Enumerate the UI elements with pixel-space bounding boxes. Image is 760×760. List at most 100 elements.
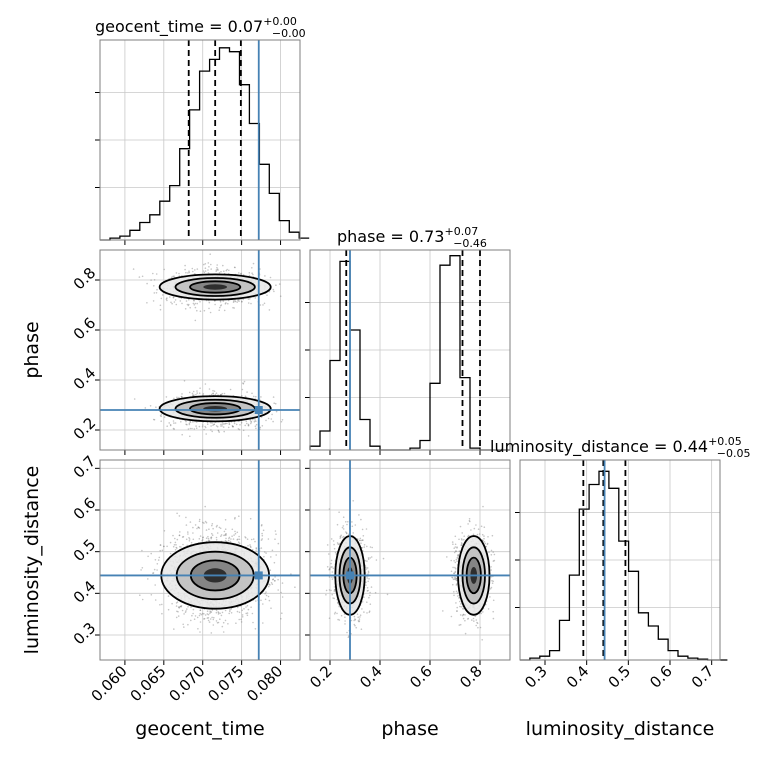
scatter-geocent-time-vs-luminosity-distance-point (272, 578, 275, 580)
scatter-geocent-time-vs-luminosity-distance-point (240, 621, 243, 623)
scatter-geocent-time-vs-luminosity-distance-point (280, 591, 282, 594)
scatter-geocent-time-vs-luminosity-distance-point (245, 606, 247, 608)
scatter-geocent-time-vs-phase-point (132, 268, 135, 270)
scatter-geocent-time-vs-luminosity-distance-point (262, 529, 265, 532)
scatter-geocent-time-vs-luminosity-distance-point (233, 534, 235, 536)
scatter-geocent-time-vs-phase-point (213, 423, 215, 426)
scatter-geocent-time-vs-phase-point (204, 267, 207, 270)
scatter-geocent-time-vs-phase-point (194, 269, 196, 271)
scatter-geocent-time-vs-phase-point (153, 418, 156, 421)
scatter-geocent-time-vs-phase-point (214, 393, 217, 396)
scatter-phase-vs-luminosity-distance-point (353, 623, 356, 626)
scatter-phase-vs-luminosity-distance-point (338, 543, 341, 546)
scatter-geocent-time-vs-phase-point (223, 430, 225, 433)
scatter-geocent-time-vs-phase-point (228, 423, 231, 425)
scatter-geocent-time-vs-phase-point (218, 431, 220, 433)
scatter-phase-vs-luminosity-distance-point (339, 535, 342, 538)
scatter-geocent-time-vs-phase-point (150, 279, 152, 281)
scatter-geocent-time-vs-phase-point (231, 425, 234, 427)
scatter-phase-vs-luminosity-distance-point (354, 619, 357, 621)
scatter-geocent-time-vs-luminosity-distance-point (185, 516, 187, 519)
scatter-phase-vs-luminosity-distance-point (492, 551, 495, 553)
scatter-geocent-time-vs-luminosity-distance-point (175, 605, 178, 607)
scatter-phase-vs-luminosity-distance-point (472, 533, 475, 536)
scatter-geocent-time-vs-phase-point (173, 275, 175, 278)
scatter-geocent-time-vs-phase-point (188, 422, 191, 425)
scatter-geocent-time-vs-phase-point (188, 298, 190, 301)
scatter-geocent-time-vs-phase-point (279, 295, 282, 298)
scatter-geocent-time-vs-luminosity-distance-point (207, 535, 209, 538)
scatter-geocent-time-vs-phase-point (172, 296, 175, 299)
scatter-geocent-time-vs-phase-point (176, 396, 178, 399)
scatter-geocent-time-vs-phase-point (208, 388, 211, 390)
scatter-phase-vs-luminosity-distance-point (455, 558, 458, 561)
scatter-phase-vs-luminosity-distance-point (352, 500, 355, 502)
scatter-geocent-time-vs-phase-point (215, 425, 218, 427)
scatter-phase-vs-luminosity-distance-point (342, 516, 345, 518)
scatter-phase-vs-luminosity-distance-point (368, 578, 370, 580)
scatter-geocent-time-vs-phase-point (160, 415, 162, 418)
scatter-phase-vs-luminosity-distance-point (344, 616, 346, 618)
scatter-geocent-time-vs-phase-point (210, 268, 212, 270)
scatter-geocent-time-vs-phase-point (247, 435, 250, 437)
scatter-geocent-time-vs-phase-point (212, 424, 214, 427)
scatter-phase-vs-luminosity-distance-point (486, 542, 489, 545)
scatter-geocent-time-vs-phase-point (165, 298, 168, 300)
scatter-geocent-time-vs-luminosity-distance-point (219, 527, 222, 530)
scatter-geocent-time-vs-phase-point (270, 418, 273, 420)
scatter-geocent-time-vs-phase-point (209, 311, 212, 314)
scatter-geocent-time-vs-phase-point (184, 264, 186, 267)
scatter-geocent-time-vs-luminosity-distance-point (238, 618, 240, 621)
scatter-phase-vs-luminosity-distance-point (354, 618, 356, 620)
scatter-geocent-time-vs-luminosity-distance-point (173, 628, 175, 630)
scatter-phase-vs-luminosity-distance-point (360, 628, 363, 630)
scatter-geocent-time-vs-luminosity-distance-point (175, 546, 177, 549)
scatter-phase-vs-luminosity-distance-point (333, 547, 336, 550)
scatter-geocent-time-vs-luminosity-distance-point (196, 616, 199, 619)
scatter-geocent-time-vs-luminosity-distance-point (159, 604, 161, 606)
scatter-phase-vs-luminosity-distance-point (453, 572, 456, 575)
scatter-phase-vs-luminosity-distance-point (464, 614, 466, 616)
scatter-geocent-time-vs-luminosity-distance-point (154, 584, 156, 586)
scatter-phase-vs-luminosity-distance-point (361, 601, 364, 603)
scatter-phase-vs-luminosity-distance-point (487, 608, 490, 610)
scatter-geocent-time-vs-luminosity-distance-point (238, 515, 240, 517)
scatter-geocent-time-vs-luminosity-distance-point (215, 620, 218, 622)
scatter-geocent-time-vs-luminosity-distance-point (188, 537, 190, 539)
scatter-geocent-time-vs-phase-point (203, 428, 205, 431)
scatter-geocent-time-vs-phase-point (153, 279, 156, 281)
scatter-geocent-time-vs-luminosity-distance-point (228, 537, 230, 540)
scatter-geocent-time-vs-luminosity-distance-point (190, 606, 192, 608)
scatter-geocent-time-vs-phase-point (203, 309, 206, 312)
scatter-geocent-time-vs-phase-point (278, 283, 281, 285)
scatter-phase-vs-luminosity-distance-point (369, 594, 371, 597)
scatter-geocent-time-vs-luminosity-distance-point (246, 612, 249, 614)
scatter-geocent-time-vs-phase-point (252, 273, 254, 276)
scatter-geocent-time-vs-phase-point (246, 391, 248, 393)
scatter-geocent-time-vs-phase-point (186, 303, 189, 306)
scatter-geocent-time-vs-phase-point (273, 402, 276, 405)
scatter-geocent-time-vs-luminosity-distance-point (156, 569, 158, 571)
scatter-geocent-time-vs-luminosity-distance-point (271, 549, 274, 552)
scatter-geocent-time-vs-luminosity-distance-point (241, 614, 244, 616)
scatter-geocent-time-vs-phase-upper-density-3 (203, 284, 228, 290)
scatter-geocent-time-vs-luminosity-distance-point (197, 526, 199, 528)
scatter-geocent-time-vs-phase-point (149, 405, 152, 407)
scatter-geocent-time-vs-phase-point (159, 304, 162, 307)
scatter-geocent-time-vs-phase-point (220, 423, 222, 426)
scatter-geocent-time-vs-luminosity-distance-point (188, 540, 191, 542)
scatter-phase-vs-luminosity-distance-point (489, 588, 492, 590)
scatter-phase-vs-luminosity-distance-point (490, 576, 493, 578)
scatter-phase-vs-luminosity-distance-point (346, 631, 348, 634)
scatter-geocent-time-vs-luminosity-distance-point (234, 516, 236, 519)
scatter-geocent-time-vs-luminosity-distance-point (205, 521, 208, 524)
scatter-phase-vs-luminosity-distance-point (456, 547, 458, 549)
scatter-geocent-time-vs-phase-point (193, 394, 195, 396)
scatter-phase-vs-luminosity-distance-point (360, 518, 362, 521)
scatter-geocent-time-vs-luminosity-distance-point (260, 539, 263, 541)
scatter-geocent-time-vs-luminosity-distance-point (261, 532, 263, 535)
scatter-phase-vs-luminosity-distance-point (326, 544, 329, 546)
scatter-geocent-time-vs-luminosity-distance-point (207, 617, 210, 619)
scatter-phase-vs-luminosity-distance-point (488, 551, 490, 553)
scatter-geocent-time-vs-luminosity-distance-point (198, 520, 201, 523)
